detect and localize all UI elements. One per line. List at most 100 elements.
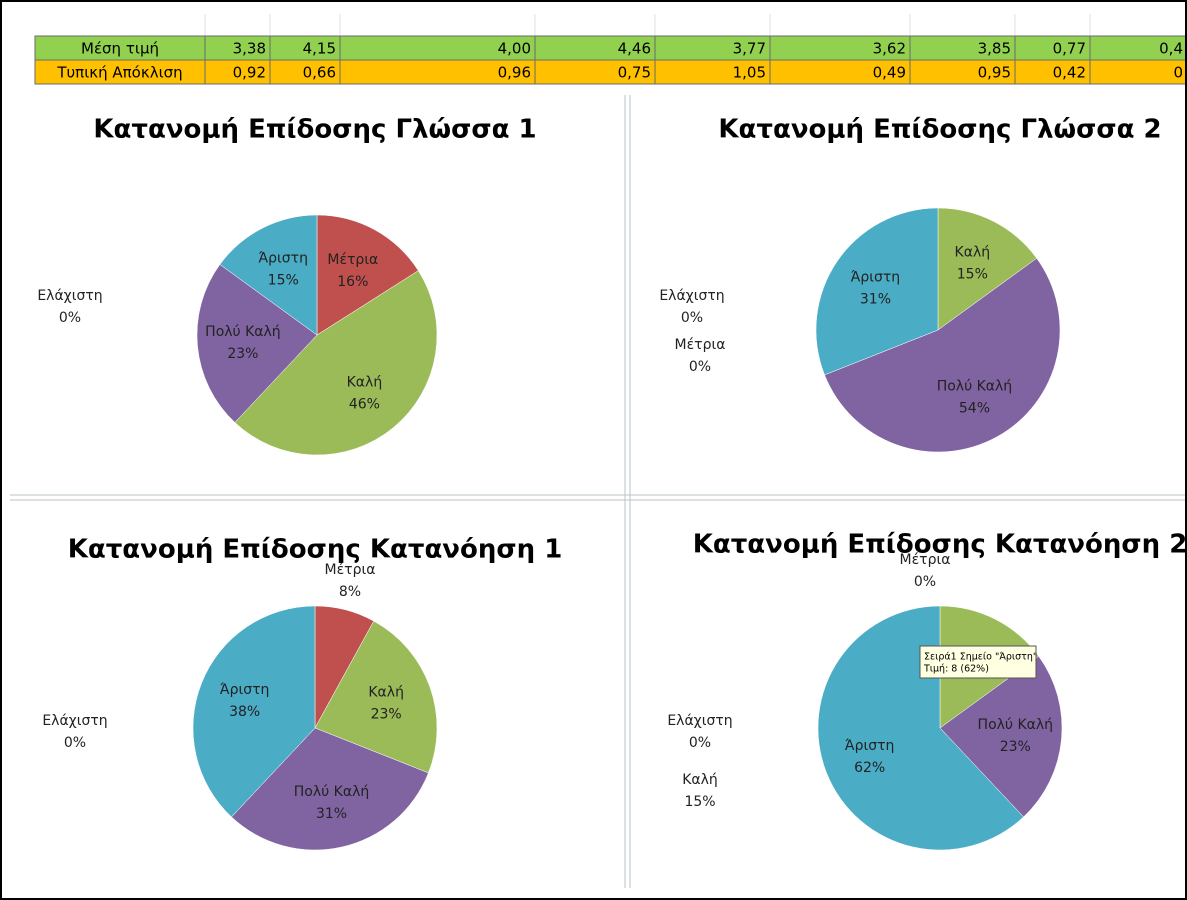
table: Μέση τιμή 3,38 4,15 4,00 4,46 3,77 3,62 3,85 0,7…: [34, 35, 1187, 85]
table-cell: [1089, 59, 1187, 85]
slice-label: Μέτρια: [675, 337, 726, 353]
table-cell: [534, 59, 656, 85]
table-cell: [1089, 35, 1187, 61]
pie-slice: [937, 207, 1038, 331]
pie-slice: [815, 207, 939, 376]
slice-value-label: 46%: [349, 396, 380, 412]
slice-label: Καλή: [368, 684, 404, 700]
table-cell: [654, 59, 771, 85]
cell-value: 3,38: [233, 40, 266, 58]
pie-slice: [196, 264, 318, 423]
cell-value: 3,77: [733, 40, 766, 58]
slice-label: Άριστη: [845, 738, 895, 754]
slice-value-label: 54%: [959, 400, 990, 416]
cell-value: 0,4: [1159, 40, 1183, 58]
slice-value-label: 23%: [371, 706, 402, 722]
cell-value: 0,49: [873, 64, 906, 82]
table-cell: [269, 59, 341, 85]
cell-value: 0,96: [498, 64, 531, 82]
table-cell: [1014, 35, 1091, 61]
chart-title: Κατανομή Επίδοσης Κατανόηση 1: [68, 535, 563, 565]
cell-value: 0,66: [303, 64, 336, 82]
cell-value: 3,62: [873, 40, 906, 58]
slice-label: Μέτρια: [900, 552, 951, 568]
chart-title: Κατανομή Επίδοσης Γλώσσα 2: [718, 115, 1161, 145]
cell-value: 4,15: [303, 40, 336, 58]
cell-value: 4,00: [498, 40, 531, 58]
table-cell: [204, 35, 271, 61]
pie-slice: [231, 727, 429, 851]
slice-label: Μέτρια: [327, 252, 378, 268]
cell-value: 0: [1173, 64, 1183, 82]
slice-label: Πολύ Καλή: [294, 784, 370, 800]
slice-value-label: 0%: [914, 574, 936, 590]
slice-label: Άριστη: [220, 682, 270, 698]
slice-label: Καλή: [955, 245, 991, 261]
slice-label: Ελάχιστη: [667, 713, 732, 729]
slice-value-label: 8%: [339, 584, 361, 600]
slice-value-label: 31%: [860, 291, 891, 307]
cell-value: 0,92: [233, 64, 266, 82]
slice-value-label: 15%: [957, 267, 988, 283]
slice-value-label: 31%: [316, 806, 347, 822]
table-cell: [339, 35, 536, 61]
table-cell: [769, 59, 911, 85]
chart-title: Κατανομή Επίδοσης Γλώσσα 1: [93, 115, 536, 145]
slice-label: Καλή: [682, 772, 718, 788]
table-cell: [34, 59, 206, 85]
chart-title: Κατανομή Επίδοσης Κατανόηση 2: [693, 530, 1187, 560]
cell-value: 3,85: [978, 40, 1011, 58]
slice-label: Άριστη: [258, 251, 308, 267]
pie-slice: [192, 605, 316, 818]
cell-value: 0,42: [1053, 64, 1086, 82]
slice-value-label: 62%: [854, 760, 885, 776]
slice-label: Ελάχιστη: [659, 288, 724, 304]
table-cell: [34, 35, 206, 61]
cell-value: 0,77: [1053, 40, 1086, 58]
pie-slice: [824, 257, 1061, 453]
table-cell: [769, 35, 911, 61]
slice-value-label: 0%: [689, 735, 711, 751]
pie-slice: [314, 620, 438, 774]
cell-value: 4,46: [618, 40, 651, 58]
cell-value: 0,75: [618, 64, 651, 82]
slice-value-label: 0%: [681, 310, 703, 326]
slice-label: Πολύ Καλή: [205, 324, 281, 340]
row-header: Μέση τιμή: [81, 40, 159, 58]
slice-value-label: 23%: [1000, 739, 1031, 755]
charts: Κατανομή Επίδοσης Γλώσσα 1 Ελάχιστη 0% Μέτρ…: [37, 115, 1187, 851]
slice-value-label: 16%: [337, 274, 368, 290]
cell-value: 0,95: [978, 64, 1011, 82]
pie-slice: [219, 214, 318, 336]
slice-label: Πολύ Καλή: [937, 378, 1013, 394]
pie-slice: [234, 270, 438, 456]
table-cell: [204, 59, 271, 85]
slice-value-label: 0%: [59, 310, 81, 326]
slice-label: Ελάχιστη: [37, 288, 102, 304]
slice-value-label: 0%: [64, 735, 86, 751]
tooltip: [919, 645, 1037, 679]
slice-label: Ελάχιστη: [42, 713, 107, 729]
slice-label: Πολύ Καλή: [978, 717, 1054, 733]
slice-label: Μέτρια: [325, 562, 376, 578]
table-cell: [1014, 59, 1091, 85]
slice-value-label: 23%: [227, 346, 258, 362]
tooltip-text: Τιμή: 8 (62%): [923, 664, 989, 675]
row-header: Τυπική Απόκλιση: [56, 64, 182, 82]
slice-value-label: 15%: [684, 794, 715, 810]
pie-slice: [316, 214, 419, 336]
cell-value: 1,05: [733, 64, 766, 82]
sheet-gridlines: [204, 14, 1091, 36]
pie-slice: [939, 655, 1063, 818]
tooltip-text: Σειρά1 Σημείο "Άριστη": [924, 652, 1037, 663]
slice-value-label: 15%: [268, 273, 299, 289]
table-cell: [339, 59, 536, 85]
slice-value-label: 38%: [229, 704, 260, 720]
slice-value-label: 0%: [689, 359, 711, 375]
slice-label: Άριστη: [851, 269, 901, 285]
slice-label: Καλή: [347, 374, 383, 390]
pie-slice: [817, 605, 1024, 851]
chart-dividers: [10, 95, 1187, 888]
